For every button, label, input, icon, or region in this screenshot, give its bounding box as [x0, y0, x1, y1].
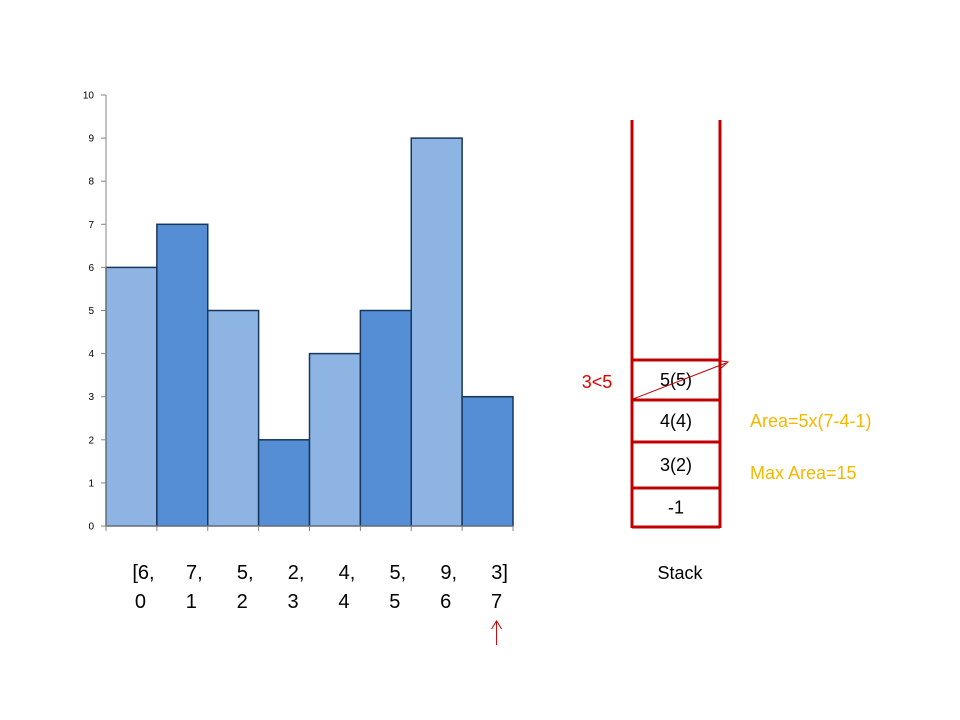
comparison-arrow-icon [632, 359, 730, 400]
array-value-label: 7, [186, 562, 203, 584]
stack-diagram: -13(2)4(4)5(5) Stack [630, 120, 722, 583]
array-index-label: 2 [237, 591, 248, 613]
y-tick-label: 0 [88, 522, 94, 533]
x-axis [105, 525, 514, 531]
array-value-label: 5, [237, 562, 254, 584]
y-tick-label: 9 [88, 134, 94, 145]
y-tick-label: 4 [88, 349, 94, 360]
area-note: Area=5x(7-4-1) [750, 411, 872, 431]
bar-5 [359, 309, 412, 527]
bar-0 [105, 266, 158, 527]
array-index-label: 0 [135, 591, 146, 613]
array-index-label: 6 [440, 591, 451, 613]
bar-1 [156, 223, 209, 527]
array-index-label: 4 [338, 591, 349, 613]
array-index-label: 5 [389, 591, 400, 613]
bar-6 [410, 137, 463, 527]
array-index-label: 1 [186, 591, 197, 613]
y-tick-label: 3 [88, 392, 94, 403]
stack-cells: -13(2)4(4)5(5) [632, 358, 720, 518]
y-tick-label: 8 [88, 177, 94, 188]
y-axis: 0 1 2 3 4 5 6 7 8 9 10 [83, 91, 107, 533]
bar-4 [308, 352, 362, 527]
bar-2 [207, 309, 260, 527]
array-value-label: 9, [440, 562, 457, 584]
bars-group [105, 137, 514, 527]
up-arrow-icon [491, 620, 502, 645]
histogram-chart: 0 1 2 3 4 5 6 7 8 9 10 [83, 91, 514, 533]
array-value-label: 4, [339, 562, 356, 584]
stack-cell-1: 3(2) [660, 455, 692, 475]
stack-label: Stack [657, 563, 703, 583]
comparison-label: 3<5 [582, 372, 613, 392]
array-value-label: 5, [389, 562, 406, 584]
max-area-note: Max Area=15 [750, 463, 857, 483]
array-index-label: 3 [288, 591, 299, 613]
array-index-label: 7 [491, 591, 502, 613]
y-tick-label: 5 [88, 306, 94, 317]
stack-cell-0: -1 [668, 498, 684, 518]
array-value-label: 3] [491, 562, 508, 584]
array-value-label: 2, [288, 562, 305, 584]
bar-3 [257, 439, 311, 527]
y-tick-label: 1 [88, 478, 94, 489]
bar-7 [461, 395, 514, 527]
pointer-head [491, 620, 502, 630]
y-tick-label: 2 [88, 435, 94, 446]
y-tick-label: 7 [88, 220, 94, 231]
array-value-label: [6, [132, 562, 154, 584]
stack-cell-2: 4(4) [660, 411, 692, 431]
y-tick-label: 10 [83, 91, 95, 102]
y-tick-label: 6 [88, 263, 94, 274]
array-labels: [6, 0 7, 1 5, 2 2, 3 4, 4 5, 5 9, 6 3] 7 [132, 562, 508, 613]
